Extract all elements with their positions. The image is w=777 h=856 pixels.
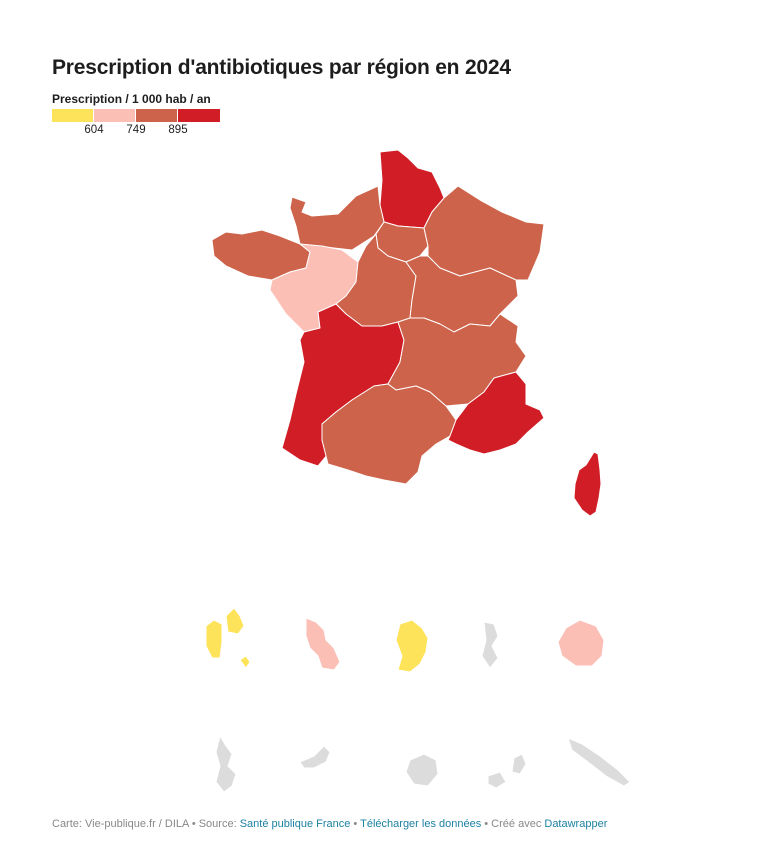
region-mayotte[interactable] <box>481 621 499 669</box>
footer-created-with: • Créé avec <box>481 818 545 830</box>
legend-swatch <box>52 109 93 122</box>
legend-swatch <box>136 109 177 122</box>
legend-color-scale <box>52 109 220 122</box>
map-title: Prescription d'antibiotiques par région … <box>52 56 511 79</box>
region-normandie[interactable] <box>289 185 385 251</box>
legend-tick: 604 <box>84 124 104 136</box>
footer-separator: • <box>350 818 361 830</box>
region-provence-alpes-cote-dazur[interactable] <box>447 371 545 455</box>
legend-tick: 749 <box>126 124 146 136</box>
region-saint-martin[interactable] <box>511 753 527 775</box>
region-martinique[interactable] <box>305 617 341 671</box>
region-guadeloupe[interactable] <box>205 619 223 659</box>
source-link[interactable]: Santé publique France <box>239 818 351 830</box>
download-data-link[interactable]: Télécharger les données <box>360 818 482 830</box>
region-polynesie-francaise[interactable] <box>405 753 439 787</box>
region-guadeloupe-grande-terre[interactable] <box>225 607 245 635</box>
region-wallis-et-futuna[interactable] <box>299 745 331 769</box>
legend-title: Prescription / 1 000 hab / an <box>52 92 211 106</box>
footer-credits: Carte: Vie-publique.fr / DILA • Source: … <box>52 818 607 830</box>
color-legend: Prescription / 1 000 hab / an 604 749 89… <box>52 92 252 136</box>
region-guadeloupe-marie-galante[interactable] <box>239 655 251 669</box>
region-guyane[interactable] <box>395 619 429 673</box>
region-saint-pierre-et-miquelon[interactable] <box>215 735 237 793</box>
footer-prefix: Carte: Vie-publique.fr / DILA • Source: <box>52 818 240 830</box>
region-saint-barthelemy[interactable] <box>487 771 507 789</box>
region-nouvelle-caledonie[interactable] <box>567 737 631 787</box>
legend-swatch <box>94 109 135 122</box>
region-corse[interactable] <box>573 451 602 517</box>
legend-swatch <box>178 109 220 122</box>
region-grand-est[interactable] <box>423 185 545 281</box>
datawrapper-link[interactable]: Datawrapper <box>544 818 608 830</box>
legend-tick: 895 <box>168 124 188 136</box>
region-la-reunion[interactable] <box>557 619 605 667</box>
